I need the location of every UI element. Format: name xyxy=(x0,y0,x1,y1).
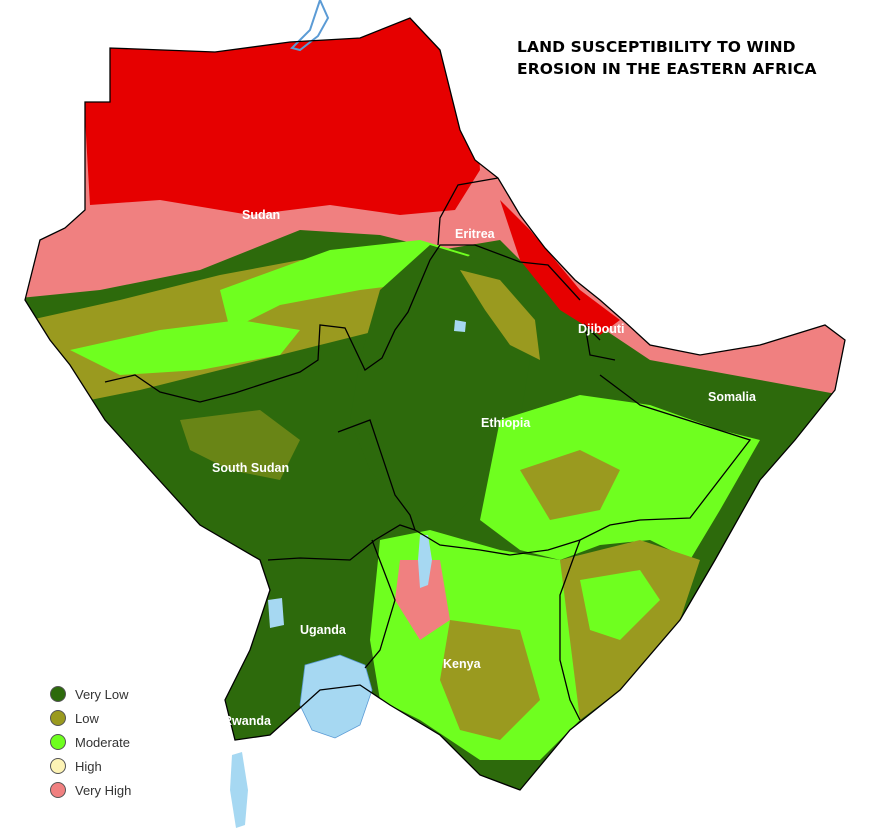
border-djibouti xyxy=(584,323,616,361)
country-borders xyxy=(24,17,846,791)
legend-swatch-moderate xyxy=(50,734,66,750)
border-uganda-kenya xyxy=(364,539,396,669)
country-labels: Sudan Eritrea Djibouti Ethiopia Somalia … xyxy=(212,208,757,728)
legend-swatch-very-low xyxy=(50,686,66,702)
border-ethiopia xyxy=(337,374,752,556)
lake-albert xyxy=(268,598,284,628)
legend-swatch-high xyxy=(50,758,66,774)
low-zone-south-sudan xyxy=(180,410,300,480)
label-uganda: Uganda xyxy=(300,623,347,637)
low-ethiopia-east xyxy=(460,270,540,360)
moderate-zone-west xyxy=(70,320,300,375)
label-sudan: Sudan xyxy=(242,208,280,222)
very-high-red-coast xyxy=(500,200,620,335)
legend-item-high: High xyxy=(50,754,190,778)
very-high-desert xyxy=(80,18,480,215)
legend-label-moderate: Moderate xyxy=(75,734,130,750)
map-title-line-2: EROSION IN THE EASTERN AFRICA xyxy=(517,60,817,78)
legend-label-very-low: Very Low xyxy=(75,686,129,702)
label-somalia: Somalia xyxy=(708,390,757,404)
legend-item-moderate: Moderate xyxy=(50,730,190,754)
border-south-sudan-uganda xyxy=(267,524,416,561)
water-bodies xyxy=(230,0,466,828)
label-rwanda: Rwanda xyxy=(223,714,272,728)
moderate-zone-somalia-south xyxy=(580,570,660,640)
legend-label-high: High xyxy=(75,758,102,774)
legend-item-low: Low xyxy=(50,706,190,730)
label-kenya: Kenya xyxy=(443,657,482,671)
border-eritrea xyxy=(437,177,499,246)
label-south-sudan: South Sudan xyxy=(212,461,289,475)
legend-item-very-high: Very High xyxy=(50,778,190,802)
border-kenya-somalia xyxy=(559,539,581,721)
label-ethiopia: Ethiopia xyxy=(481,416,531,430)
lake-victoria xyxy=(299,654,373,739)
legend-label-very-high: Very High xyxy=(75,782,132,798)
river-nile-north xyxy=(290,0,330,52)
label-djibouti: Djibouti xyxy=(578,322,625,336)
legend-item-very-low: Very Low xyxy=(50,682,190,706)
lake-tanganyika xyxy=(230,752,248,828)
label-eritrea: Eritrea xyxy=(455,227,496,241)
outer-border xyxy=(24,17,846,791)
low-zone-kenya xyxy=(440,620,540,740)
lake-tana xyxy=(454,320,466,332)
legend-swatch-very-high xyxy=(50,782,66,798)
moderate-zone-sahel xyxy=(220,240,470,330)
legend-swatch-low xyxy=(50,710,66,726)
very-low-ethiopia xyxy=(350,245,530,520)
low-zone-ogaden xyxy=(520,450,620,520)
legend-label-low: Low xyxy=(75,710,99,726)
very-high-zone-kenya xyxy=(395,560,450,640)
lake-turkana xyxy=(418,535,432,588)
map-title: LAND SUSCEPTIBILITY TO WIND EROSION IN T… xyxy=(517,36,847,80)
border-sudan-south xyxy=(104,244,581,403)
legend: Very Low Low Moderate High Very High xyxy=(50,682,190,802)
map-title-line-1: LAND SUSCEPTIBILITY TO WIND xyxy=(517,38,796,56)
